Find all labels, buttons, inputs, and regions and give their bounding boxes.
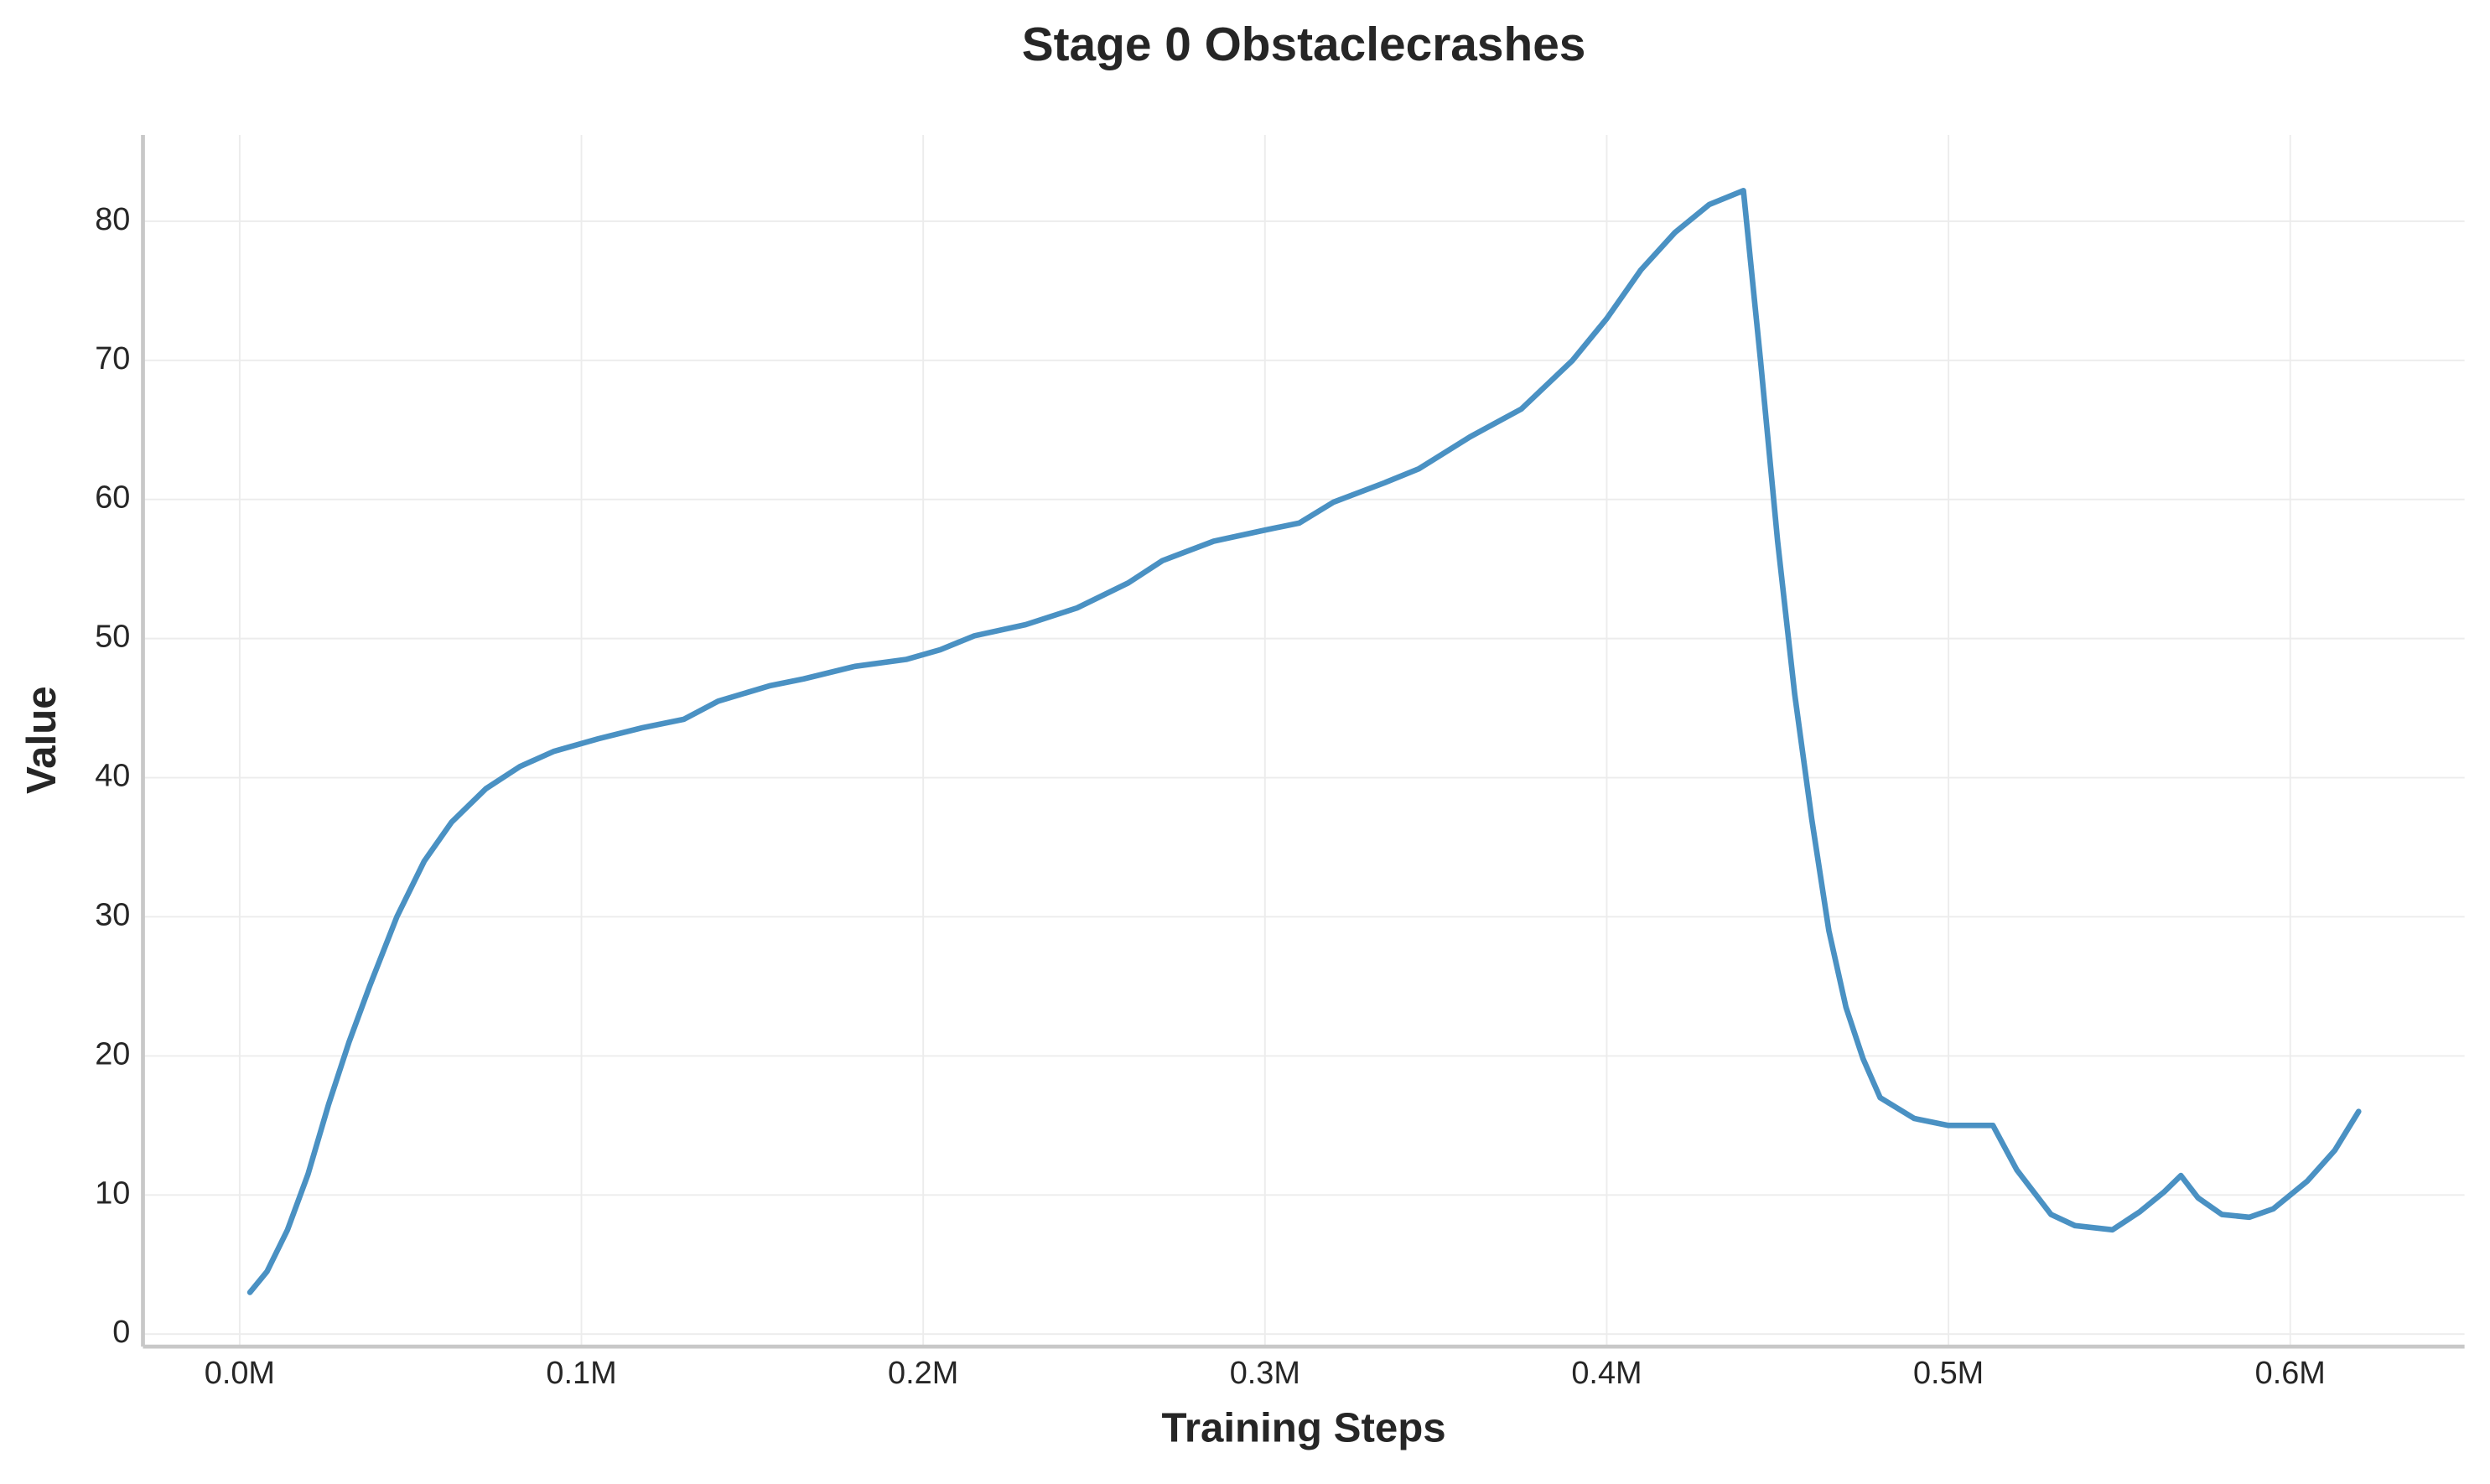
y-tick-label: 70 xyxy=(95,341,130,376)
y-tick-label: 60 xyxy=(95,480,130,516)
y-tick-label: 80 xyxy=(95,202,130,237)
x-axis-title: Training Steps xyxy=(1161,1405,1445,1451)
line-series xyxy=(246,188,2362,1295)
x-tick-label: 0.6M xyxy=(2255,1356,2326,1391)
y-axis-title: Value xyxy=(18,686,65,794)
y-tick-label: 50 xyxy=(95,620,130,655)
x-tick-label: 0.3M xyxy=(1230,1356,1300,1391)
y-tick-label: 20 xyxy=(95,1036,130,1071)
y-tick-label: 30 xyxy=(95,897,130,932)
x-tick-label: 0.0M xyxy=(205,1356,275,1391)
x-tick-label: 0.1M xyxy=(546,1356,616,1391)
x-tick-label: 0.4M xyxy=(1571,1356,1642,1391)
y-tick-label: 40 xyxy=(95,759,130,794)
chart-title: Stage 0 Obstaclecrashes xyxy=(1022,18,1586,71)
y-tick-label: 10 xyxy=(95,1175,130,1211)
x-tick-label: 0.5M xyxy=(1913,1356,1984,1391)
y-tick-label: 0 xyxy=(112,1315,130,1350)
x-tick-label: 0.2M xyxy=(888,1356,958,1391)
